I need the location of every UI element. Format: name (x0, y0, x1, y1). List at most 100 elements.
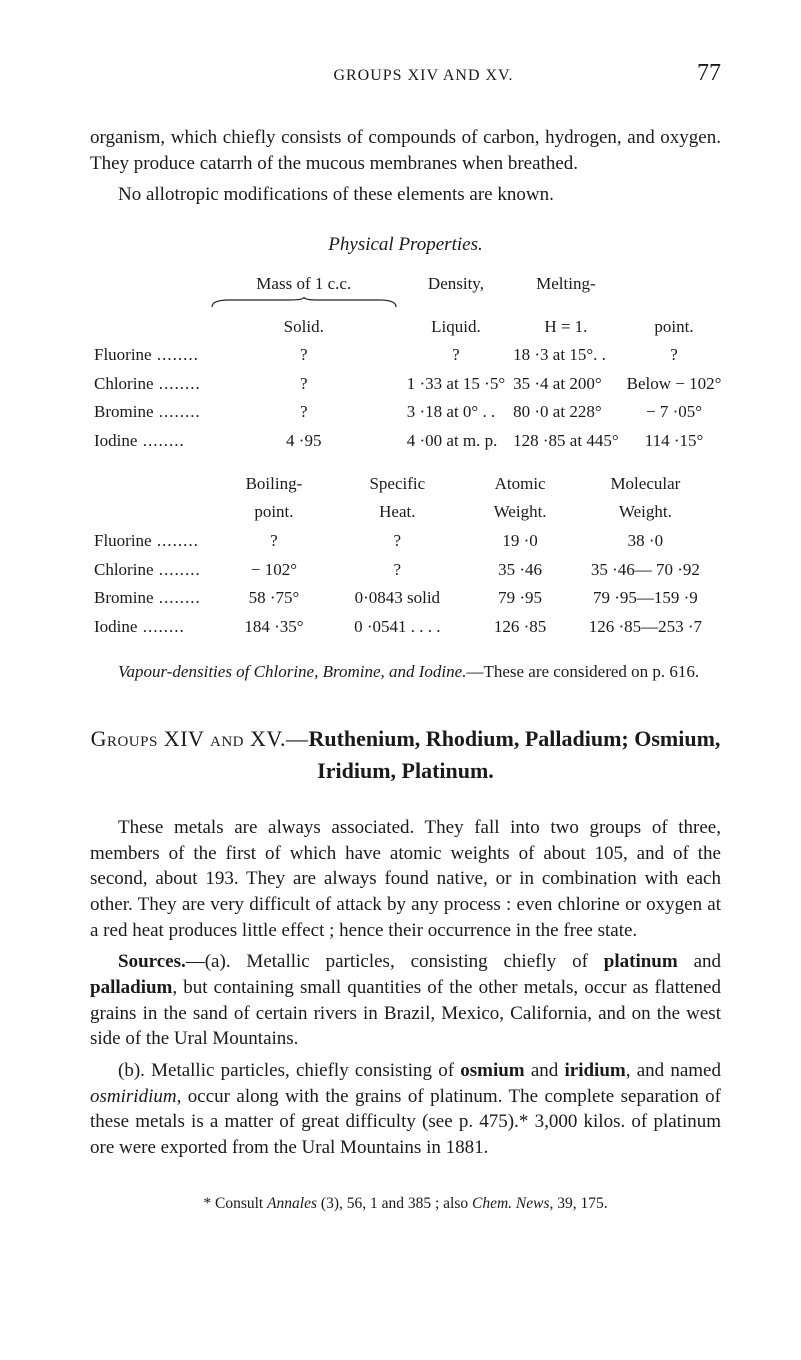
heading-bold: Ruthenium, Rhodium, Palladium; Osmium, I… (308, 726, 720, 783)
table-mass-density: Mass of 1 c.c. Density, Melting- Solid. … (90, 270, 721, 456)
table-row: Chlorine ? 1 ·33 at 15 ·5° 35 ·4 at 200°… (90, 370, 725, 399)
page-header: GROUPS XIV AND XV. 77 (90, 60, 721, 87)
cell-melting: 114 ·15° (623, 427, 726, 456)
section-title-physical: Physical Properties. (90, 234, 721, 256)
col-bp: Boiling- (224, 470, 324, 499)
cell-bp: 184 ·35° (224, 613, 324, 642)
footnote-mid: (3), 56, 1 and 385 ; also (317, 1195, 472, 1212)
col-density-2: H = 1. (509, 313, 622, 342)
cell-liquid: 4 ·00 at m. p. (403, 427, 509, 456)
table-boiling-molecular: Boiling- Specific Atomic Molecular point… (90, 470, 721, 642)
cell-mw: 79 ·95—159 ·9 (570, 584, 721, 613)
cell-mw: 35 ·46— 70 ·92 (570, 556, 721, 585)
section-heading-groups: Groups XIV and XV.—Ruthenium, Rhodium, P… (90, 723, 721, 787)
cell-sh: 0·0843 solid (324, 584, 470, 613)
sources-b-pre: (b). Metallic particles, chiefly consist… (118, 1060, 460, 1081)
brace-icon (209, 297, 399, 309)
vapour-note: Vapour-densities of Chlorine, Bromine, a… (90, 660, 721, 684)
cell-aw: 35 ·46 (470, 556, 569, 585)
cell-mw: 38 ·0 (570, 527, 721, 556)
heading-pre: Groups XIV and XV.— (91, 726, 309, 751)
cell-density: 18 ·3 at 15°. . (509, 341, 622, 370)
sources-label: Sources. (118, 951, 186, 972)
sources-a-pre: —(a). Metallic particles, consisting chi… (186, 951, 604, 972)
cell-aw: 79 ·95 (470, 584, 569, 613)
mass-label: Mass of 1 c.c. (209, 272, 399, 297)
sources-b: (b). Metallic particles, chiefly consist… (90, 1058, 721, 1161)
sources-b-b2: iridium (565, 1060, 626, 1081)
col-mw: Molecular (570, 470, 721, 499)
col-sh: Specific (324, 470, 470, 499)
sources-a-b1: platinum (604, 951, 678, 972)
sources-a-post: , but containing small quantities of the… (90, 977, 721, 1049)
paragraph-1: organism, which chiefly consists of comp… (90, 125, 721, 176)
table-row: Fluorine ? ? 19 ·0 38 ·0 (90, 527, 721, 556)
footnote-it2: Chem. News (472, 1195, 550, 1212)
table-row: Bromine 58 ·75° 0·0843 solid 79 ·95 79 ·… (90, 584, 721, 613)
el-name: Bromine (94, 402, 154, 421)
cell-melting: Below − 102° (623, 370, 726, 399)
el-name: Chlorine (94, 560, 154, 579)
page-number: 77 (697, 60, 721, 87)
cell-sh: 0 ·0541 . . . . (324, 613, 470, 642)
table-row: Bromine ? 3 ·18 at 0° . . 80 ·0 at 228° … (90, 398, 725, 427)
col-melting-2: point. (623, 313, 726, 342)
vapour-pre: Vapour-densities of (118, 662, 249, 681)
footnote: * Consult Annales (3), 56, 1 and 385 ; a… (90, 1195, 721, 1213)
table-row: Iodine 184 ·35° 0 ·0541 . . . . 126 ·85 … (90, 613, 721, 642)
running-head: GROUPS XIV AND XV. (150, 67, 697, 85)
footnote-pre: * Consult (203, 1195, 267, 1212)
el-name: Bromine (94, 588, 154, 607)
cell-bp: − 102° (224, 556, 324, 585)
cell-bp: 58 ·75° (224, 584, 324, 613)
col-aw2: Weight. (470, 498, 569, 527)
paragraph-2: No allotropic modifications of these ele… (90, 182, 721, 208)
vapour-post: —These are considered on p. 616. (466, 662, 699, 681)
document-page: GROUPS XIV AND XV. 77 organism, which ch… (0, 0, 801, 1360)
sources-b-post-pre: , and named (626, 1060, 721, 1081)
paragraph-3: These metals are always associated. They… (90, 815, 721, 943)
col-liquid: Liquid. (403, 313, 509, 342)
col-sh2: Heat. (324, 498, 470, 527)
table-row: Fluorine ? ? 18 ·3 at 15°. . ? (90, 341, 725, 370)
cell-liquid: ? (403, 341, 509, 370)
el-name: Iodine (94, 617, 137, 636)
cell-density: 80 ·0 at 228° (509, 398, 622, 427)
footnote-post: , 39, 175. (550, 1195, 608, 1212)
sources-b-mid: and (525, 1060, 565, 1081)
vapour-mid: Chlorine, Bromine, and Iodine. (249, 662, 466, 681)
sources-b-b1: osmium (460, 1060, 524, 1081)
cell-solid: ? (205, 370, 403, 399)
sources-a: Sources.—(a). Metallic particles, consis… (90, 949, 721, 1052)
col-melting: Melting- (509, 270, 622, 313)
col-mw2: Weight. (570, 498, 721, 527)
cell-liquid: 3 ·18 at 0° . . (403, 398, 509, 427)
cell-aw: 126 ·85 (470, 613, 569, 642)
cell-melting: − 7 ·05° (623, 398, 726, 427)
el-name: Iodine (94, 431, 137, 450)
cell-aw: 19 ·0 (470, 527, 569, 556)
sources-b-it: osmiridium (90, 1086, 177, 1107)
sources-a-b2: palladium (90, 977, 172, 998)
cell-solid: ? (205, 341, 403, 370)
table-row: Iodine 4 ·95 4 ·00 at m. p. 128 ·85 at 4… (90, 427, 725, 456)
cell-sh: ? (324, 556, 470, 585)
cell-mw: 126 ·85—253 ·7 (570, 613, 721, 642)
el-name: Fluorine (94, 345, 152, 364)
col-solid: Solid. (205, 313, 403, 342)
cell-solid: 4 ·95 (205, 427, 403, 456)
cell-liquid: 1 ·33 at 15 ·5° (403, 370, 509, 399)
cell-bp: ? (224, 527, 324, 556)
footnote-it1: Annales (267, 1195, 317, 1212)
col-aw: Atomic (470, 470, 569, 499)
table-row: Chlorine − 102° ? 35 ·46 35 ·46— 70 ·92 (90, 556, 721, 585)
sources-b-post: , occur along with the grains of platinu… (90, 1086, 721, 1158)
el-name: Fluorine (94, 531, 152, 550)
cell-solid: ? (205, 398, 403, 427)
sources-a-mid: and (678, 951, 721, 972)
col-density: Density, (403, 270, 509, 313)
cell-density: 35 ·4 at 200° (509, 370, 622, 399)
cell-sh: ? (324, 527, 470, 556)
cell-density: 128 ·85 at 445° (509, 427, 622, 456)
col-bp2: point. (224, 498, 324, 527)
